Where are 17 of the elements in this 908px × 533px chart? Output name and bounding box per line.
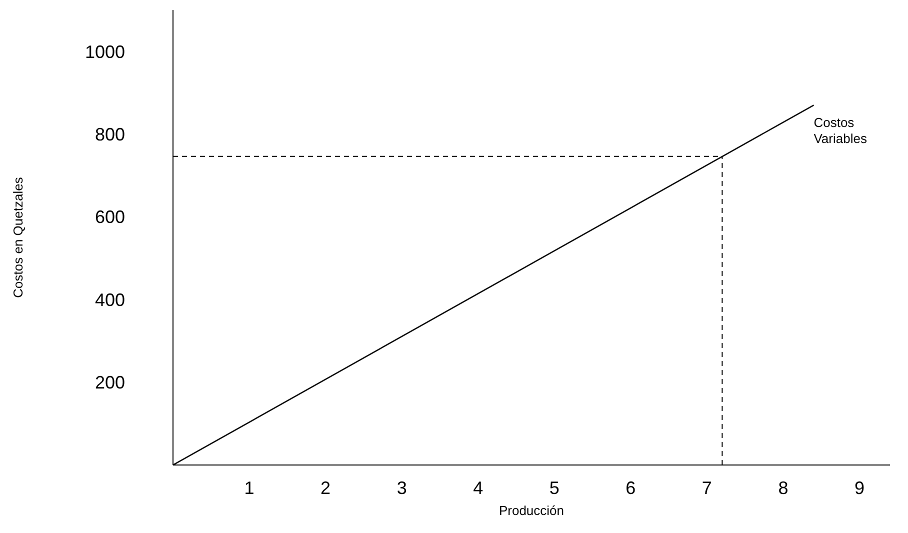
x-tick-label: 1: [244, 478, 254, 498]
y-tick-label: 1000: [84, 42, 125, 62]
y-tick-label: 600: [94, 207, 125, 228]
x-tick-label: 5: [549, 478, 560, 498]
series-label: Costos Variables: [814, 115, 868, 146]
x-tick-label: 8: [778, 478, 788, 498]
x-tick-label: 7: [702, 478, 712, 498]
x-tick-label: 4: [473, 478, 484, 498]
y-tick-label: 200: [94, 372, 125, 393]
y-tick-label: 800: [94, 124, 125, 144]
x-tick-label: 3: [396, 478, 407, 498]
y-tick-label: 400: [94, 290, 125, 310]
x-tick-label: 2: [320, 478, 331, 498]
x-axis-title: Producción: [498, 503, 564, 518]
x-tick-label: 9: [854, 478, 864, 498]
y-axis-title: Costos en Quetzales: [10, 176, 26, 298]
x-tick-label: 6: [626, 478, 636, 498]
